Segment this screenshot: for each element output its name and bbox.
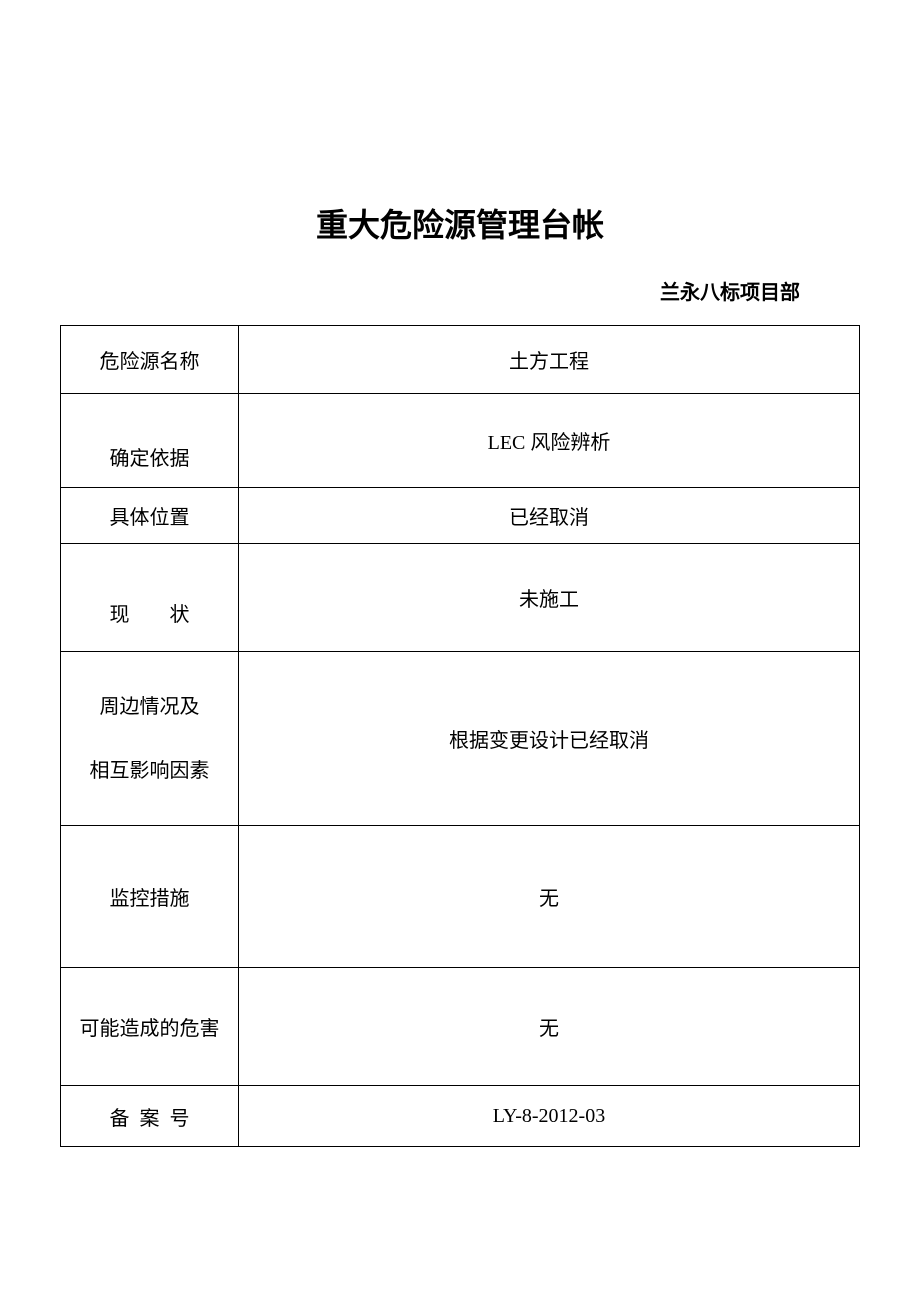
- value-status: 未施工: [239, 544, 860, 652]
- label-possible-harm: 可能造成的危害: [61, 968, 239, 1086]
- value-location: 已经取消: [239, 488, 860, 544]
- table-row: 危险源名称 土方工程: [61, 326, 860, 394]
- value-monitoring: 无: [239, 826, 860, 968]
- label-basis: 确定依据: [61, 394, 239, 488]
- label-status: 现 状: [61, 544, 239, 652]
- table-row: 可能造成的危害 无: [61, 968, 860, 1086]
- page-title: 重大危险源管理台帐: [60, 200, 860, 246]
- table-row: 监控措施 无: [61, 826, 860, 968]
- label-record-number: 备 案 号: [61, 1086, 239, 1147]
- value-basis: LEC 风险辨析: [239, 394, 860, 488]
- table-row: 确定依据 LEC 风险辨析: [61, 394, 860, 488]
- table-row: 现 状 未施工: [61, 544, 860, 652]
- value-possible-harm: 无: [239, 968, 860, 1086]
- hazard-record-table: 危险源名称 土方工程 确定依据 LEC 风险辨析 具体位置 已经取消 现 状 未…: [60, 325, 860, 1147]
- value-hazard-name: 土方工程: [239, 326, 860, 394]
- label-surroundings-line2: 相互影响因素: [90, 760, 210, 782]
- value-surroundings: 根据变更设计已经取消: [239, 652, 860, 826]
- label-location: 具体位置: [61, 488, 239, 544]
- value-record-number: LY-8-2012-03: [239, 1086, 860, 1147]
- table-row: 备 案 号 LY-8-2012-03: [61, 1086, 860, 1147]
- table-row: 具体位置 已经取消: [61, 488, 860, 544]
- label-hazard-name: 危险源名称: [61, 326, 239, 394]
- label-monitoring: 监控措施: [61, 826, 239, 968]
- table-row: 周边情况及 相互影响因素 根据变更设计已经取消: [61, 652, 860, 826]
- page-subtitle: 兰永八标项目部: [60, 276, 860, 305]
- label-surroundings-line1: 周边情况及: [100, 696, 200, 718]
- label-surroundings: 周边情况及 相互影响因素: [61, 652, 239, 826]
